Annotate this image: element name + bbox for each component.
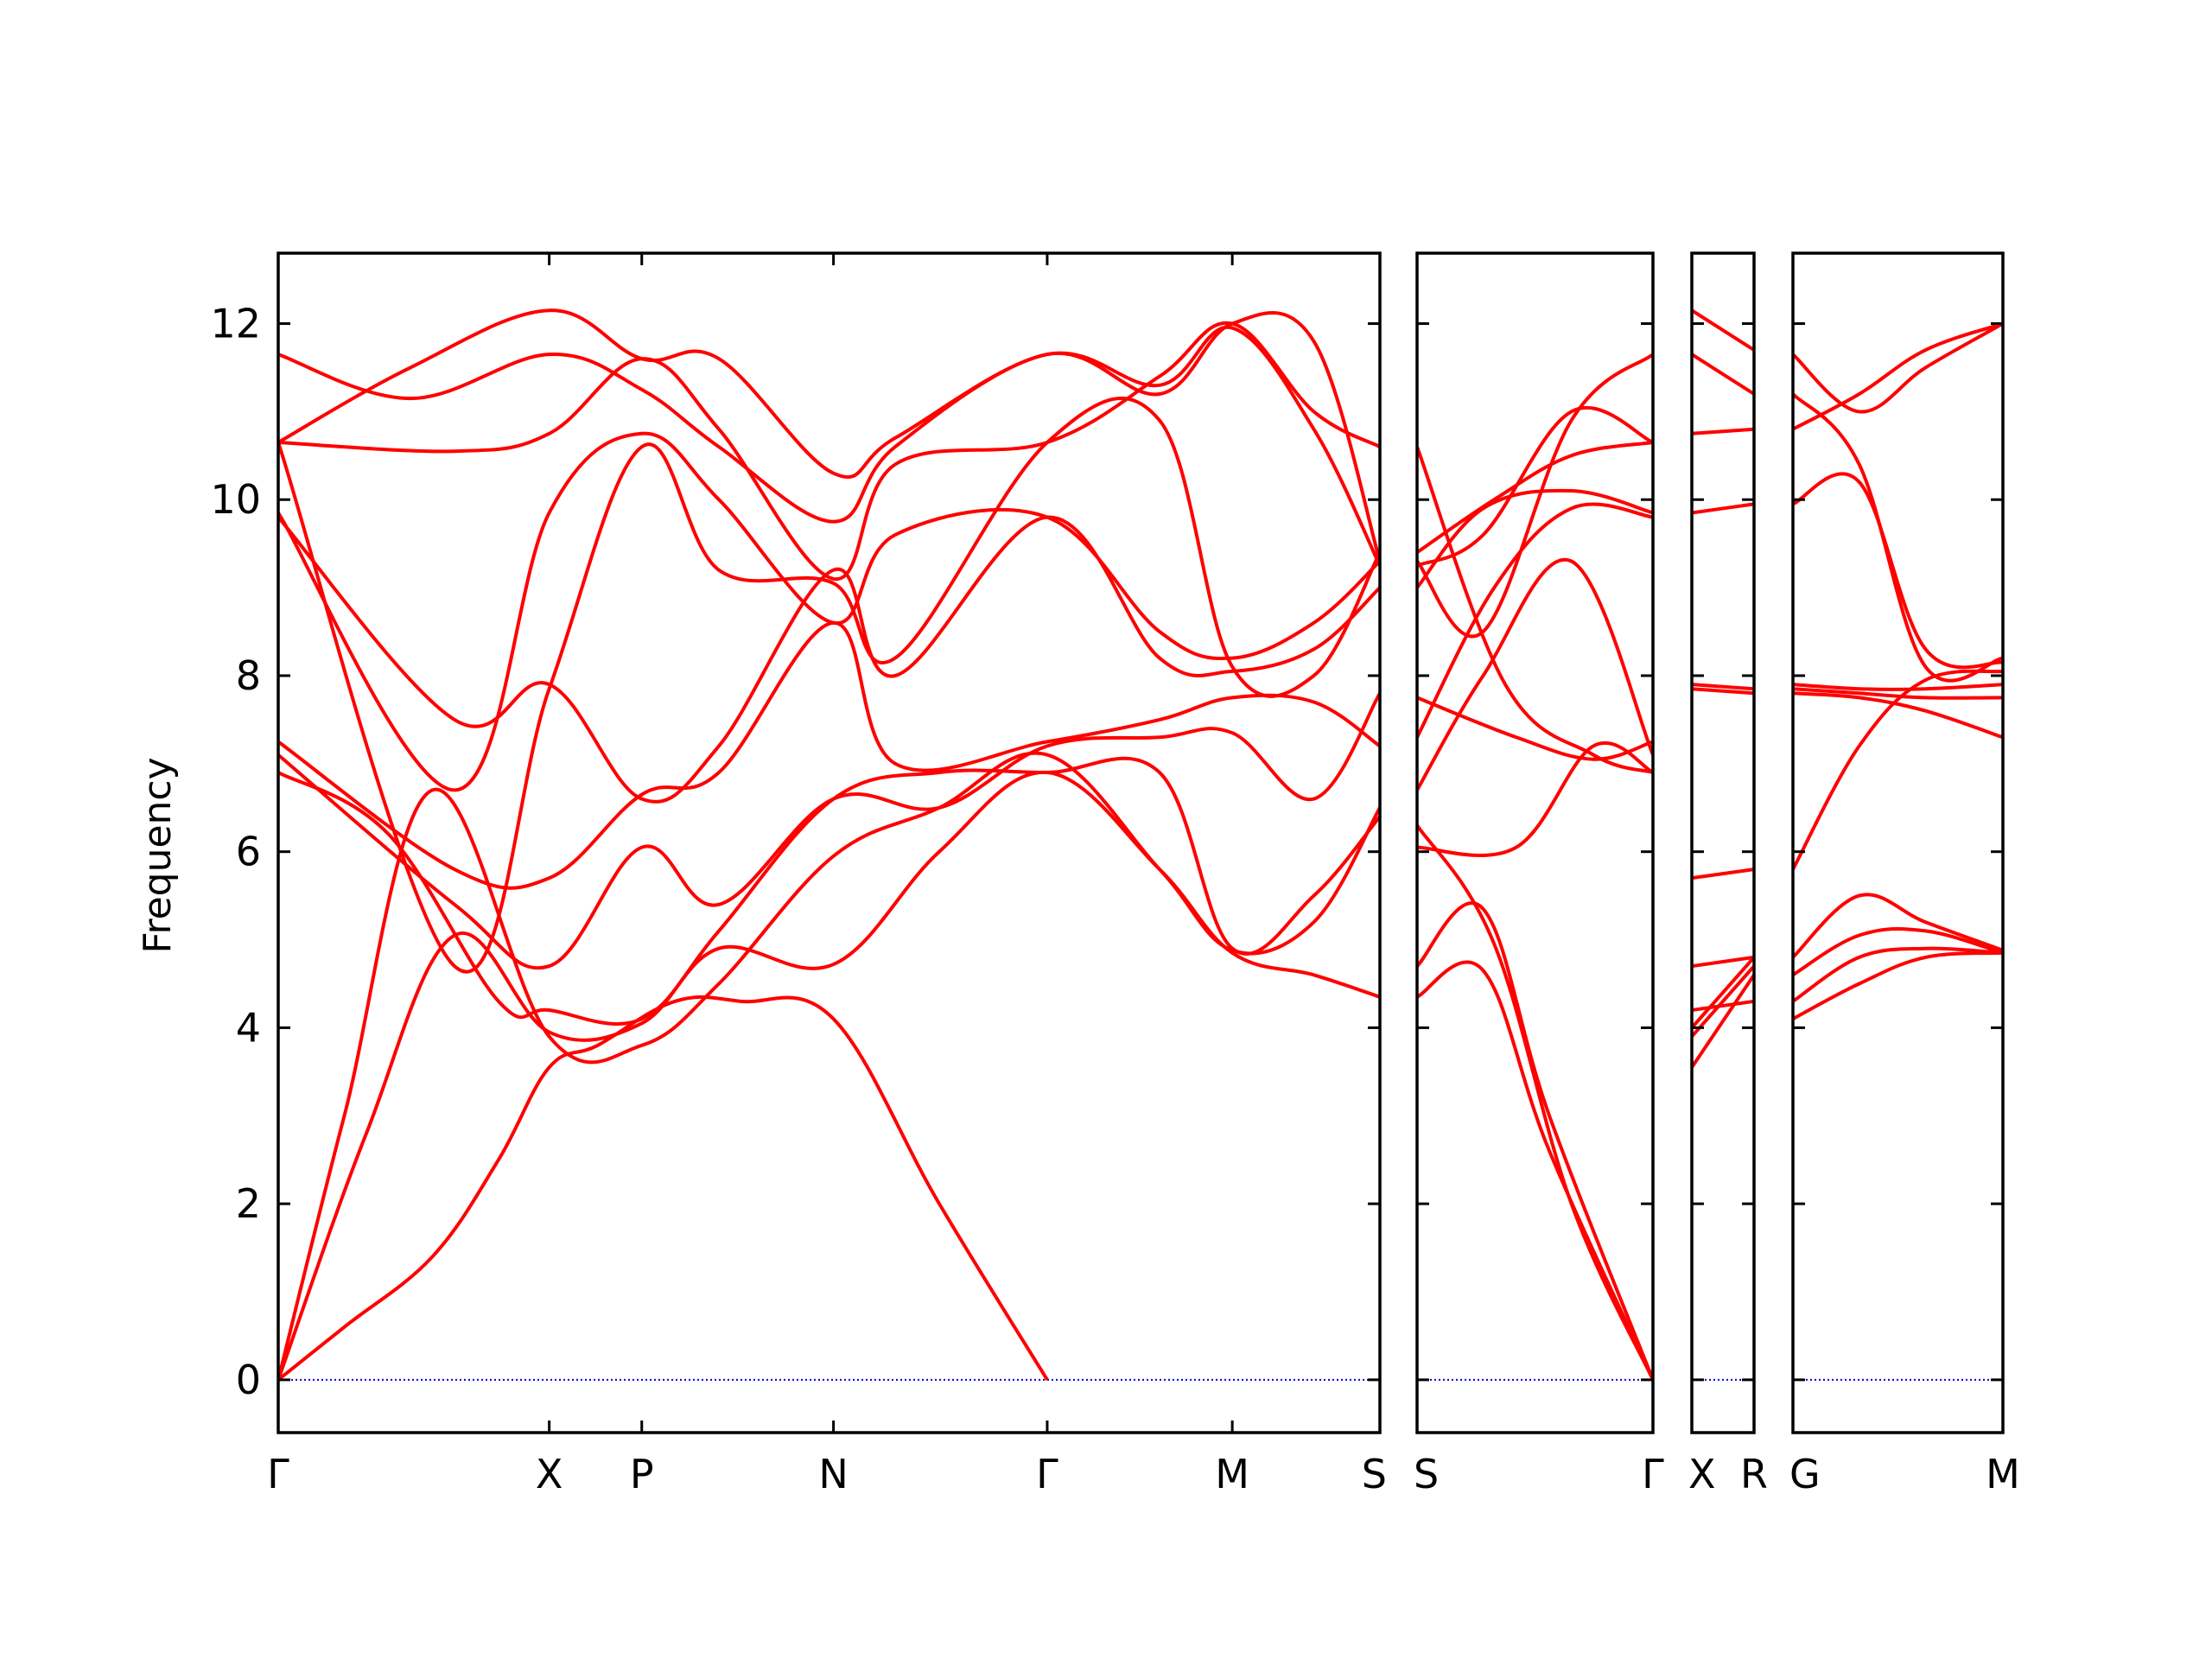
y-tick-label: 6: [236, 829, 261, 875]
band-line-8: [1692, 687, 1754, 696]
band-line-10: [1417, 441, 1653, 554]
band-lines: [278, 308, 1380, 1382]
y-tick-label: 12: [210, 300, 261, 346]
y-axis: 0 2 4 6 8 10 12: [210, 300, 261, 1402]
x-tick-label: Γ: [267, 1451, 289, 1497]
x-tick-label: X: [1688, 1451, 1716, 1497]
band-line-1: [1417, 960, 1653, 1381]
band-line-3: [1417, 824, 1653, 1381]
band-line-2: [1417, 901, 1653, 1381]
band-line-4: [1692, 999, 1754, 1012]
panel-frame: [276, 251, 1382, 1434]
band-line-1: [1793, 950, 2003, 1020]
x-tick-label: M: [1215, 1451, 1249, 1497]
band-line-3: [1692, 956, 1754, 1029]
band-line-6: [1692, 868, 1754, 880]
panel-frame: [1690, 251, 1756, 1434]
y-tick-label: 2: [236, 1180, 261, 1227]
band-line-11: [1692, 353, 1754, 396]
x-tick-label: N: [818, 1451, 848, 1497]
band-lines: [1692, 308, 1754, 1069]
panel-frame: [1791, 251, 2005, 1434]
band-line-4: [1793, 893, 2003, 959]
band-line-7: [1793, 687, 2003, 700]
x-tick-label: Γ: [1036, 1451, 1058, 1497]
band-line-9: [1793, 472, 2003, 670]
band-lines: [1417, 353, 1653, 1381]
band-line-12: [1793, 321, 2003, 431]
band-line-2: [1793, 946, 2003, 1003]
band-line-9: [1692, 502, 1754, 515]
panel-frame: [1415, 251, 1655, 1434]
band-line-8: [1417, 488, 1653, 589]
band-line-2: [278, 770, 1380, 1381]
band-line-12: [278, 308, 1380, 567]
band-line-12: [1692, 308, 1754, 352]
band-lines: [1793, 321, 2003, 1020]
y-axis-label: Frequency: [136, 757, 180, 953]
band-line-5: [1793, 669, 2003, 871]
x-tick-label: X: [536, 1451, 563, 1497]
band-line-6: [1417, 557, 1653, 791]
band-line-4: [1417, 741, 1653, 857]
x-tick-label: M: [1986, 1451, 2020, 1497]
x-tick-label: P: [630, 1451, 654, 1497]
band-line-5: [1417, 696, 1653, 761]
y-tick-label: 10: [210, 476, 261, 523]
band-line-1: [1692, 974, 1754, 1069]
band-line-11: [278, 311, 1380, 563]
band-line-9: [278, 397, 1380, 974]
band-line-8: [1793, 683, 2003, 691]
band-line-8: [278, 431, 1380, 792]
y-tick-label: 0: [236, 1357, 261, 1403]
band-line-10: [1793, 392, 2003, 683]
y-tick-label: 8: [236, 652, 261, 699]
band-line-6: [1793, 691, 2003, 740]
band-line-3: [278, 751, 1380, 1381]
band-line-5: [1692, 955, 1754, 969]
x-tick-label: Γ: [1642, 1451, 1664, 1497]
x-tick-label: S: [1362, 1451, 1387, 1497]
x-tick-label: S: [1414, 1451, 1439, 1497]
band-line-10: [1692, 427, 1754, 435]
band-line-3: [1793, 926, 2003, 977]
y-tick-label: 4: [236, 1004, 261, 1051]
band-line-12: [1417, 405, 1653, 568]
band-line-6: [278, 620, 1380, 890]
band-line-2: [1692, 964, 1754, 1038]
band-line-11: [1793, 321, 2003, 414]
band-line-9: [1417, 446, 1653, 774]
band-line-7: [1692, 683, 1754, 691]
band-line-11: [1417, 353, 1653, 639]
x-tick-label: G: [1789, 1451, 1821, 1497]
x-tick-label: R: [1740, 1451, 1768, 1497]
band-line-5: [278, 692, 1380, 970]
band-line-7: [278, 515, 1380, 804]
